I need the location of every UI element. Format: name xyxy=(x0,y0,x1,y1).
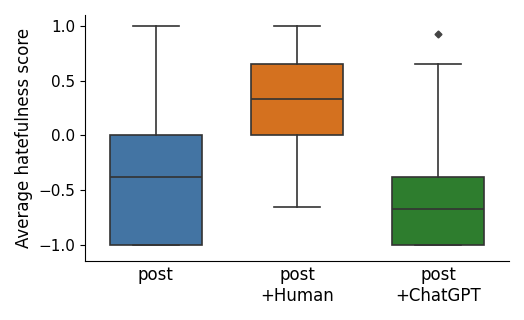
PathPatch shape xyxy=(392,177,484,245)
PathPatch shape xyxy=(251,64,343,135)
PathPatch shape xyxy=(110,135,202,245)
Y-axis label: Average hatefulness score: Average hatefulness score xyxy=(15,28,33,248)
